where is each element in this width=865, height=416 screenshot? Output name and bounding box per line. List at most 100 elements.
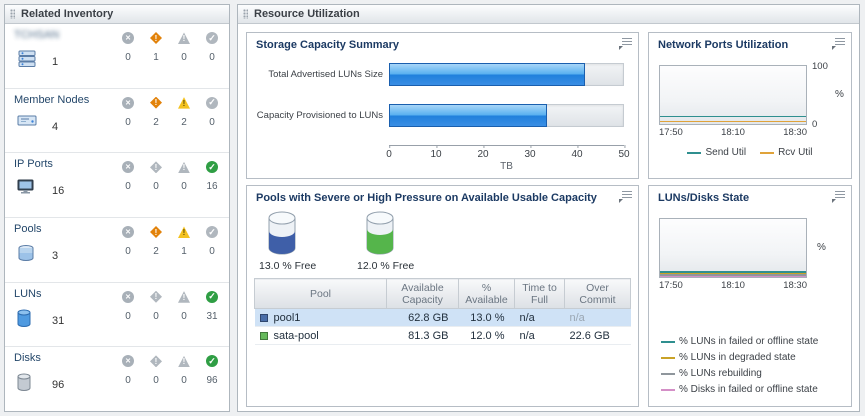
fatal-icon: ✕ [122,96,134,109]
warning-icon: ! [178,291,190,303]
time-to-full-cell: n/a [514,326,565,345]
x-axis-unit: TB [500,161,513,172]
bar-label: Capacity Provisioned to LUNs [256,110,383,121]
fatal-status[interactable]: ✕ 0 [114,226,142,257]
fatal-icon: ✕ [122,161,134,174]
warning-status[interactable]: ! 2 [170,97,198,128]
table-row[interactable]: pool1 62.8 GB 13.0 % n/a n/a [254,308,631,327]
inventory-row-luns: LUNs 31 ✕ 0 ! 0 ! 0 ✓ 31 [5,283,229,348]
normal-status[interactable]: ✓ 0 [198,226,226,257]
warning-icon: ! [178,226,190,239]
x-tick: 17:50 [659,280,683,291]
panel-menu-icon[interactable] [618,38,632,50]
pools-icon [16,243,36,266]
x-tick: 18:30 [783,127,807,138]
subpanel-title: Storage Capacity Summary [256,39,400,51]
inventory-count: 31 [52,314,65,327]
gauge-label: 12.0 % Free [357,260,415,272]
fatal-status[interactable]: ✕ 0 [114,32,142,63]
inventory-item-link[interactable]: IP Ports [14,158,53,171]
series-line [660,120,806,122]
warning-status[interactable]: ! 0 [170,32,198,63]
table-row[interactable]: sata-pool 81.3 GB 12.0 % n/a 22.6 GB [254,326,631,345]
inventory-item-link[interactable]: TCHSAN [14,29,60,41]
fatal-status[interactable]: ✕ 0 [114,96,142,128]
inventory-item-link[interactable]: Member Nodes [14,93,90,106]
y-axis-unit: % [835,89,844,100]
column-header[interactable]: Time to Full [514,278,565,309]
legend-item: Send Util [687,147,746,158]
normal-status[interactable]: ✓ 16 [206,161,218,193]
pool-name-cell: sata-pool [254,326,387,345]
available-capacity-cell: 81.3 GB [386,326,459,345]
normal-status[interactable]: ✓ 0 [198,32,226,63]
inventory-row-disks: Disks 96 ✕ 0 ! 0 ! 0 ✓ 96 [5,347,229,411]
status-group: ✕ 0 ! 0 ! 0 ✓ 96 [114,355,226,386]
critical-status[interactable]: ! 2 [142,226,170,257]
critical-status[interactable]: ! 0 [142,161,170,192]
critical-status[interactable]: ! 2 [142,96,170,128]
fatal-status[interactable]: ✕ 0 [114,161,142,192]
bar-track [389,63,624,86]
column-header[interactable]: Pool [254,278,387,309]
luns-rebuilding-line-icon [661,372,675,375]
column-header[interactable]: % Available [458,278,515,309]
critical-status[interactable]: ! 1 [142,32,170,63]
status-group: ✕ 0 ! 1 ! 0 ✓ 0 [114,32,226,63]
panel-menu-icon[interactable] [618,191,632,203]
column-header[interactable]: Available Capacity [386,278,459,309]
warning-icon: ! [178,161,190,174]
critical-status[interactable]: ! 0 [142,290,170,322]
legend-label: % LUNs rebuilding [679,368,762,379]
fatal-icon: ✕ [122,355,134,368]
pool-gauge: 12.0 % Free [357,210,431,272]
normal-icon: ✓ [206,290,218,303]
warning-icon: ! [178,355,190,368]
inventory-row-san: TCHSAN 1 ✕ 0 ! 1 ! 0 ✓ 0 [5,24,229,89]
inventory-item-link[interactable]: Pools [14,223,42,236]
panel-menu-icon[interactable] [831,38,845,50]
normal-status[interactable]: ✓ 96 [206,355,218,387]
storage-capacity-panel: Storage Capacity Summary Total Advertise… [246,32,639,179]
normal-status[interactable]: ✓ 0 [198,96,226,128]
warning-icon: ! [178,32,190,44]
fatal-icon: ✕ [122,32,134,44]
legend-label: % LUNs in failed or offline state [679,336,819,347]
warning-status[interactable]: ! 0 [170,161,198,192]
series-swatch-icon [259,313,268,322]
bar-row: Capacity Provisioned to LUNs [253,104,624,127]
related-inventory-panel: Related Inventory TCHSAN 1 ✕ 0 ! 1 ! 0 ✓ 0 M… [4,4,230,412]
resource-utilization-panel: Resource Utilization Storage Capacity Su… [237,4,860,412]
total-advertised-luns-bar [389,63,585,86]
legend-item: % LUNs rebuilding [661,368,818,379]
x-tick-labels: 17:50 18:10 18:30 [659,280,807,291]
status-group: ✕ 0 ! 2 ! 2 ✓ 0 [114,96,226,128]
fatal-status[interactable]: ✕ 0 [114,355,142,386]
warning-status[interactable]: ! 1 [170,226,198,257]
disks-icon [16,372,32,395]
available-capacity-cell: 62.8 GB [386,308,459,327]
panel-menu-icon[interactable] [831,191,845,203]
warning-status[interactable]: ! 0 [170,355,198,386]
drag-handle-icon [10,9,15,19]
send-util-line-icon [687,151,702,154]
warning-status[interactable]: ! 0 [170,291,198,322]
legend-label: Send Util [705,147,747,158]
chart-legend: Send Util Rcv Util [649,147,851,158]
x-tick: 40 [571,145,583,160]
inventory-count: 96 [52,379,65,392]
normal-status[interactable]: ✓ 31 [206,290,218,322]
critical-icon: ! [150,290,162,303]
x-tick: 18:10 [721,127,745,138]
inventory-item-link[interactable]: Disks [14,352,41,365]
inventory-item-link[interactable]: LUNs [14,287,42,300]
pool-gauge: 13.0 % Free [259,210,333,272]
column-header[interactable]: Over Commit [564,278,631,309]
fatal-status[interactable]: ✕ 0 [114,290,142,322]
storage-bar-chart: Total Advertised LUNs Size Capacity Prov… [253,63,630,172]
network-ports-panel: Network Ports Utilization 17:50 18:10 18… [648,32,852,179]
bar-row: Total Advertised LUNs Size [253,63,624,86]
inventory-row-ip-ports: IP Ports 16 ✕ 0 ! 0 ! 0 ✓ 16 [5,153,229,219]
critical-status[interactable]: ! 0 [142,355,170,386]
subpanel-title: Network Ports Utilization [658,39,789,51]
